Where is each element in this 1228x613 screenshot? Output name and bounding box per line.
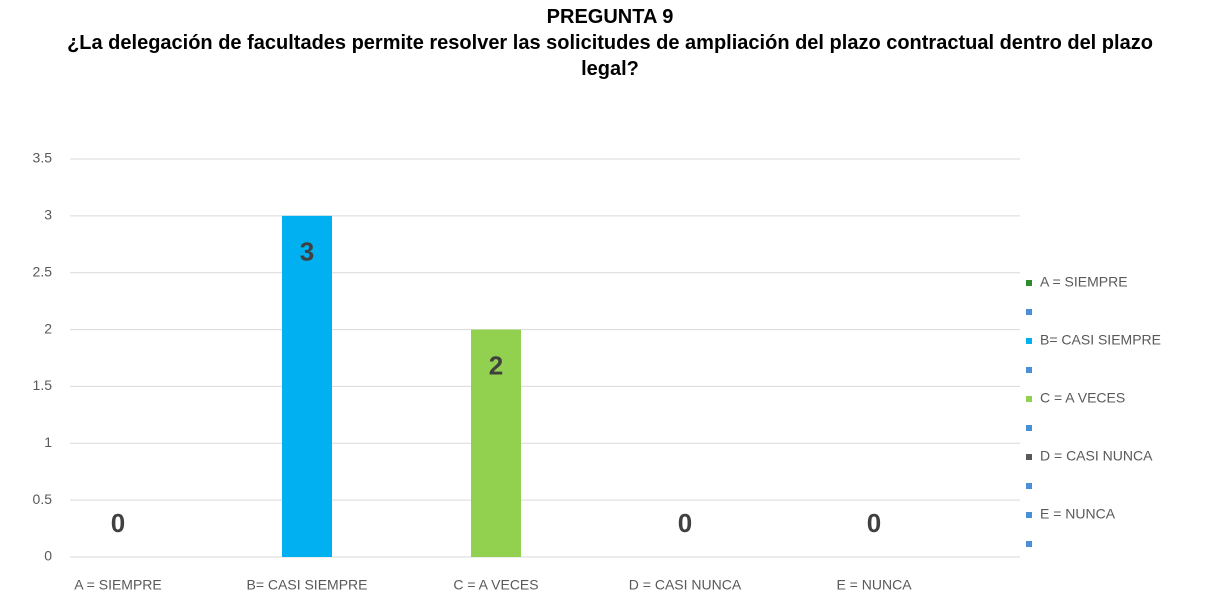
legend-spacer	[1026, 367, 1032, 373]
legend-label: E = NUNCA	[1040, 506, 1116, 522]
legend-label: C = A VECES	[1040, 390, 1125, 406]
legend-spacer	[1026, 425, 1032, 431]
x-tick-label: D = CASI NUNCA	[629, 577, 742, 593]
legend-spacer	[1026, 483, 1032, 489]
legend-swatch	[1026, 280, 1032, 286]
x-tick-label: B= CASI SIEMPRE	[247, 577, 368, 593]
bar	[471, 329, 521, 557]
y-tick-label: 1.5	[33, 377, 53, 393]
x-tick-label: C = A VECES	[453, 577, 538, 593]
y-tick-label: 0.5	[33, 491, 53, 507]
bar	[282, 215, 332, 557]
legend-swatch	[1026, 338, 1032, 344]
legend-swatch	[1026, 512, 1032, 518]
legend-spacer	[1026, 309, 1032, 315]
legend-swatch	[1026, 396, 1032, 402]
data-label: 0	[111, 508, 125, 538]
y-tick-label: 0	[44, 548, 52, 564]
data-label: 0	[867, 508, 881, 538]
titles: PREGUNTA 9 ¿La delegación de facultades …	[60, 4, 1160, 82]
chart-title: PREGUNTA 9	[546, 6, 674, 28]
x-tick-label: A = SIEMPRE	[74, 577, 162, 593]
data-label: 3	[300, 237, 314, 267]
legend-label: A = SIEMPRE	[1040, 274, 1128, 290]
legend-spacer	[1026, 541, 1032, 547]
y-tick-label: 1	[44, 434, 52, 450]
y-tick-label: 3	[44, 207, 52, 223]
legend-swatch	[1026, 454, 1032, 460]
chart-subtitle: ¿La delegación de facultades permite res…	[67, 32, 1153, 80]
legend-label: D = CASI NUNCA	[1040, 448, 1153, 464]
data-label: 0	[678, 508, 692, 538]
x-tick-label: E = NUNCA	[836, 577, 912, 593]
y-tick-label: 3.5	[33, 150, 53, 166]
y-tick-label: 2.5	[33, 263, 53, 279]
data-label: 2	[489, 350, 503, 380]
y-tick-label: 2	[44, 320, 52, 336]
legend-label: B= CASI SIEMPRE	[1040, 332, 1161, 348]
